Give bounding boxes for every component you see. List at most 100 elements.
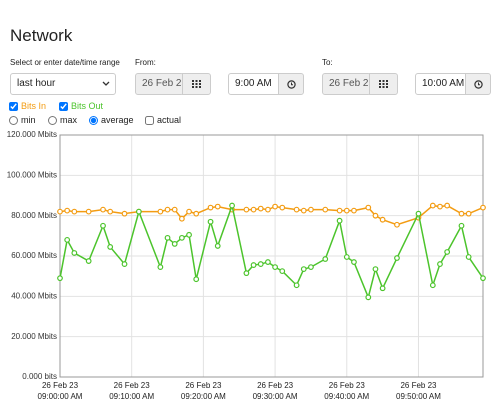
data-point [465, 210, 472, 217]
data-point [121, 210, 128, 217]
data-point [243, 270, 250, 277]
bits-out-toggle[interactable]: Bits Out [59, 101, 103, 111]
data-point [193, 210, 200, 217]
range-select[interactable]: last hour [10, 73, 116, 95]
data-point [415, 210, 422, 217]
x-tick-label: 26 Feb 23 09:00:00 AM [37, 381, 83, 401]
clock-icon [473, 79, 483, 89]
range-label: Select or enter date/time range [10, 58, 120, 67]
data-point [71, 250, 78, 256]
data-point [458, 210, 465, 217]
data-point [157, 208, 164, 215]
option-label: min [21, 115, 36, 125]
data-point [85, 208, 92, 215]
data-point [178, 234, 185, 241]
data-point [250, 262, 257, 268]
data-point [164, 234, 171, 241]
data-point [164, 206, 171, 213]
data-point [64, 236, 71, 243]
data-point [57, 208, 63, 215]
data-point [107, 208, 114, 215]
data-point [394, 255, 400, 261]
calendar-icon [379, 80, 388, 88]
option-label: max [60, 115, 78, 125]
x-tick-label: 26 Feb 23 09:10:00 AM [109, 381, 155, 401]
data-point [365, 294, 372, 301]
min-option[interactable]: min [9, 115, 36, 125]
data-point [429, 282, 436, 289]
data-point [265, 206, 271, 213]
data-point [351, 207, 357, 214]
checkbox[interactable] [59, 101, 68, 111]
data-point [322, 256, 329, 262]
data-point [214, 203, 221, 210]
plot-border [59, 134, 484, 378]
data-point [322, 206, 329, 213]
x-tick-label: 26 Feb 23 09:50:00 AM [396, 381, 441, 401]
data-point [207, 204, 214, 211]
data-point [437, 203, 443, 210]
y-tick-label: 100.000 Mbits [7, 170, 57, 179]
data-point [465, 254, 472, 260]
bits-in-toggle[interactable]: Bits In [9, 101, 46, 111]
option-label: average [101, 115, 134, 125]
data-point [171, 240, 178, 247]
from-label: From: [135, 58, 156, 67]
average-option[interactable]: average [89, 115, 134, 125]
y-tick-label: 40.000 Mbits [11, 291, 57, 300]
data-point [372, 212, 379, 219]
data-point [429, 202, 436, 209]
data-point [85, 258, 92, 264]
title: Network [10, 26, 73, 45]
data-point [379, 216, 386, 223]
data-point [279, 204, 286, 211]
to-date[interactable]: 26 Feb 23 [322, 73, 371, 95]
data-point [193, 276, 200, 283]
y-tick-label: 80.000 Mbits [11, 211, 57, 220]
actual-option[interactable]: actual [145, 115, 181, 125]
data-point [135, 208, 142, 215]
data-point [100, 206, 106, 213]
data-point [293, 206, 300, 213]
y-tick-label: 20.000 Mbits [11, 332, 57, 341]
data-point [121, 261, 128, 267]
clock-button[interactable] [278, 73, 304, 95]
from-time[interactable]: 9:00 AM [228, 73, 280, 95]
legend-label: Bits In [21, 101, 47, 111]
data-point [157, 264, 164, 270]
from-date[interactable]: 26 Feb 23 [135, 73, 184, 95]
radio[interactable] [48, 115, 57, 125]
data-point [107, 244, 114, 250]
data-point [458, 222, 465, 229]
max-option[interactable]: max [48, 115, 77, 125]
checkbox[interactable] [145, 115, 154, 125]
data-point [444, 202, 451, 209]
clock-button[interactable] [465, 73, 491, 95]
data-point [308, 264, 314, 270]
data-point [351, 259, 357, 265]
data-point [394, 221, 400, 228]
to-time[interactable]: 10:00 AM [415, 73, 467, 95]
radio[interactable] [89, 115, 98, 125]
data-point [272, 264, 278, 270]
calendar-button[interactable] [182, 73, 211, 95]
data-point [178, 215, 185, 222]
data-point [257, 205, 264, 212]
radio[interactable] [9, 115, 18, 125]
data-point [308, 206, 314, 213]
data-point [243, 206, 250, 213]
calendar-button[interactable] [369, 73, 398, 95]
data-point [186, 208, 192, 215]
data-point [379, 285, 386, 292]
y-tick-label: 60.000 Mbits [11, 251, 57, 260]
option-label: actual [157, 115, 182, 125]
data-point [300, 207, 307, 214]
clock-icon [286, 79, 296, 89]
calendar-icon [192, 80, 201, 88]
data-point [343, 254, 350, 260]
data-point [207, 218, 214, 225]
data-point [279, 268, 286, 275]
checkbox[interactable] [9, 101, 18, 111]
data-point [186, 231, 192, 238]
